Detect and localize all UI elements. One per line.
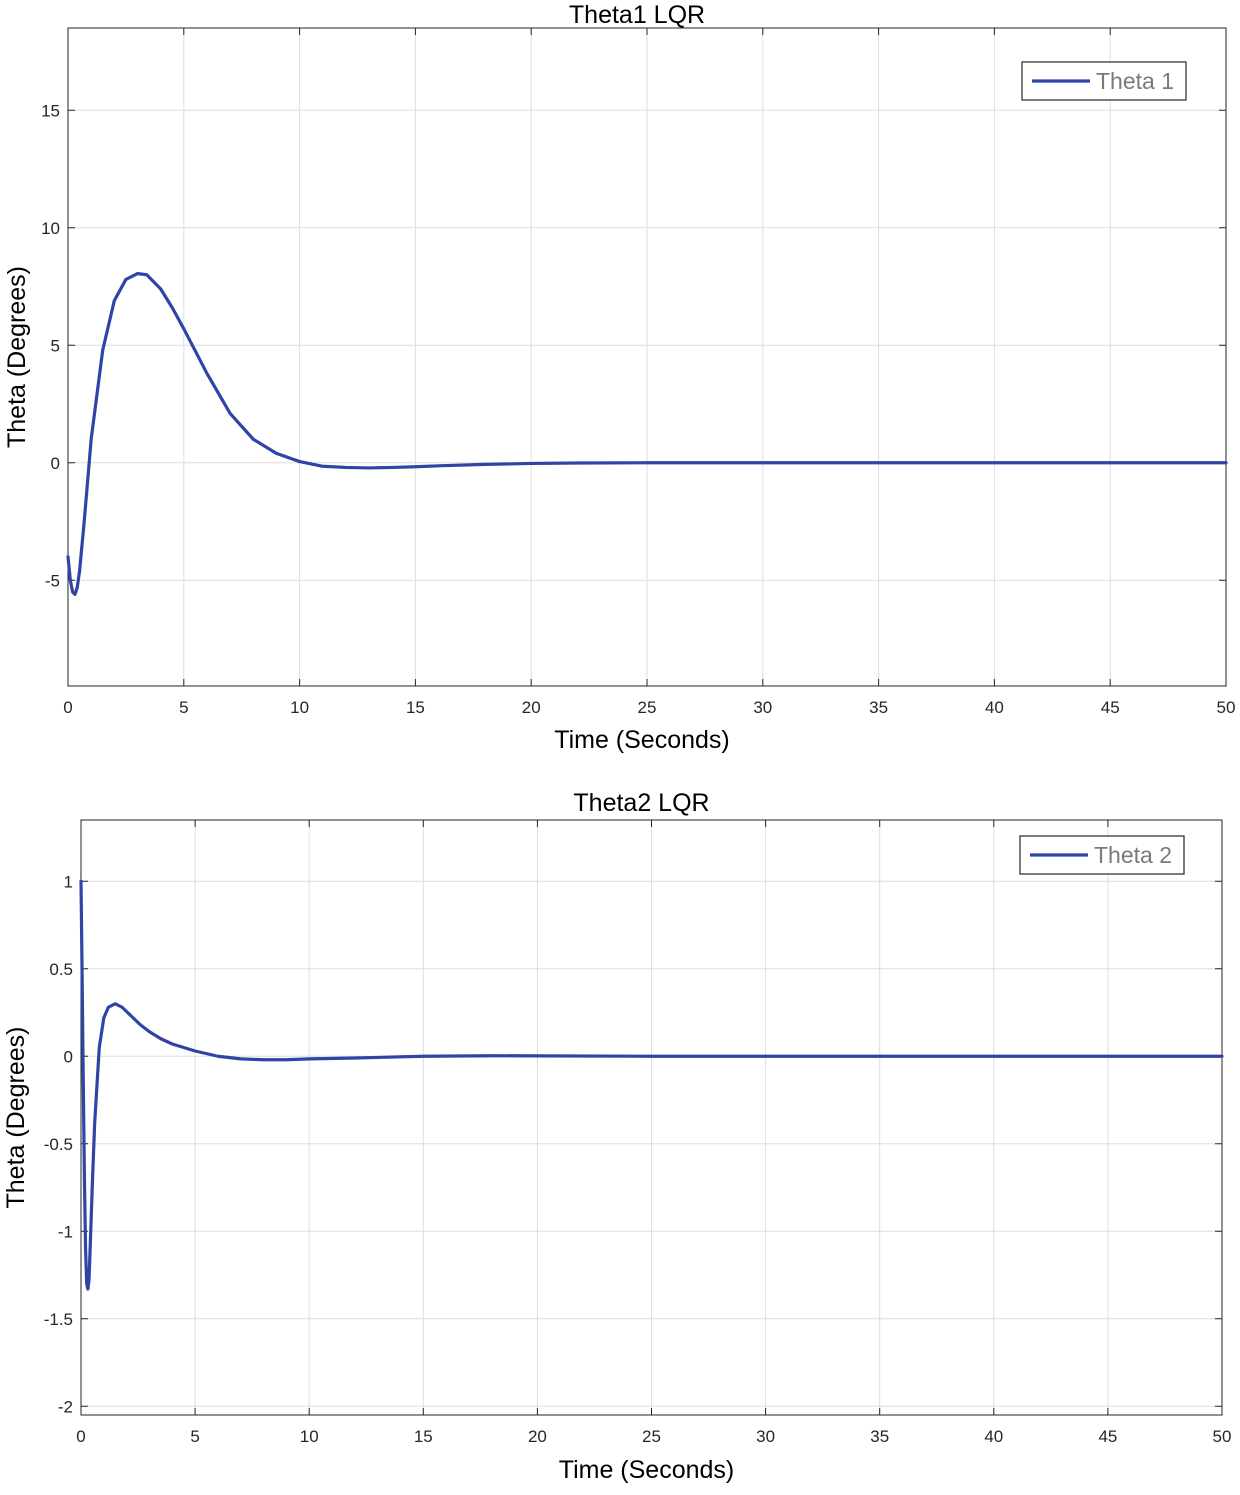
- y-tick-label: -0.5: [44, 1135, 73, 1154]
- x-tick-label: 0: [63, 698, 72, 717]
- x-tick-label: 45: [1098, 1427, 1117, 1446]
- x-tick-label: 5: [190, 1427, 199, 1446]
- chart-title: Theta1 LQR: [569, 1, 705, 29]
- x-tick-label: 50: [1217, 698, 1236, 717]
- x-tick-label: 0: [76, 1427, 85, 1446]
- x-tick-label: 10: [290, 698, 309, 717]
- y-tick-label: 0.5: [49, 960, 73, 979]
- plot-2: 0 5 10 15 20 25 30 35 40 45 50 -2 -1.5 -1 -0.5 0 0.5 1 The…: [2, 789, 1231, 1484]
- y-tick-label: 0: [64, 1047, 73, 1066]
- series-line-1: [79, 879, 1224, 1291]
- x-axis-title: Time (Seconds): [559, 1456, 735, 1484]
- x-tick-label: 35: [870, 1427, 889, 1446]
- x-tick-label: 45: [1101, 698, 1120, 717]
- x-tick-label: 35: [869, 698, 888, 717]
- axes-frame: [80, 819, 1223, 1416]
- y-tick-label: 1: [64, 872, 73, 891]
- y-tick-label: -1.5: [44, 1310, 73, 1329]
- x-tick-label: 30: [753, 698, 772, 717]
- x-tick-label: 30: [756, 1427, 775, 1446]
- y-tick-label: 15: [41, 101, 60, 120]
- x-tick-label: 5: [179, 698, 188, 717]
- legend-label: Theta 1: [1096, 68, 1174, 94]
- y-tick-label: -2: [58, 1397, 73, 1416]
- y-tick-label: -5: [45, 571, 60, 590]
- series-line-1: [66, 271, 1228, 596]
- y-tick-label: 10: [41, 219, 60, 238]
- x-tick-label: 25: [642, 1427, 661, 1446]
- y-axis-title: Theta (Degrees): [3, 266, 31, 448]
- legend-label: Theta 2: [1094, 842, 1172, 868]
- y-tick-label: 5: [51, 336, 60, 355]
- axes-frame: [67, 27, 1227, 687]
- x-tick-label: 50: [1213, 1427, 1232, 1446]
- x-axis-title: Time (Seconds): [554, 726, 730, 754]
- x-tick-label: 25: [638, 698, 657, 717]
- x-tick-label: 15: [414, 1427, 433, 1446]
- chart-title: Theta2 LQR: [573, 789, 709, 817]
- y-tick-label: -1: [58, 1222, 73, 1241]
- legend: Theta 1: [1021, 61, 1187, 101]
- x-tick-label: 40: [985, 698, 1004, 717]
- y-tick-label: 0: [51, 454, 60, 473]
- x-tick-label: 10: [300, 1427, 319, 1446]
- plot-1: 0 5 10 15 20 25 30 35 40 45 50 -5 0 5 10 15 Theta1 LQR Ti…: [3, 1, 1235, 754]
- legend: Theta 2: [1019, 835, 1185, 875]
- x-tick-label: 40: [984, 1427, 1003, 1446]
- x-tick-label: 20: [522, 698, 541, 717]
- y-axis-title: Theta (Degrees): [2, 1026, 30, 1208]
- x-tick-label: 20: [528, 1427, 547, 1446]
- x-tick-label: 15: [406, 698, 425, 717]
